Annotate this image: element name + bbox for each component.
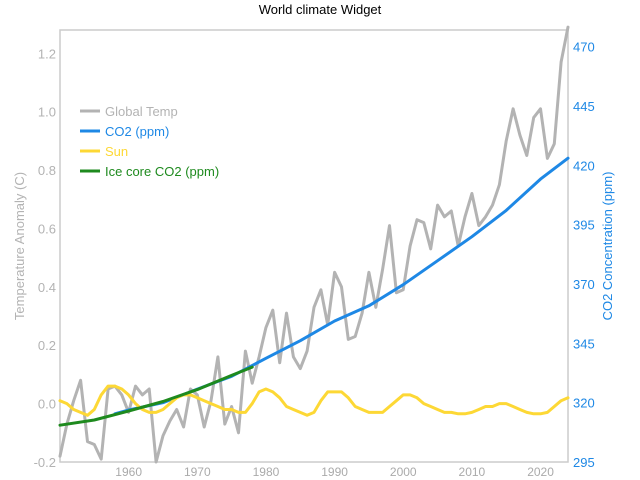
y-tick-label-left: 1.0: [38, 105, 56, 120]
series-line-global-temp: [58, 25, 570, 464]
series-line-sun: [58, 384, 570, 417]
y-tick-label-left: 0.0: [38, 397, 56, 412]
legend-label-co2-ppm: CO2 (ppm): [105, 124, 169, 139]
y-tick-label-left: 0.8: [38, 163, 56, 178]
x-tick-label: 2000: [390, 465, 417, 479]
y-tick-label-right: 370: [573, 277, 595, 292]
y-tick-label-right: 445: [573, 99, 595, 114]
x-tick-label: 1980: [253, 465, 280, 479]
y-tick-label-left: -0.2: [34, 455, 56, 470]
x-tick-label: 1970: [184, 465, 211, 479]
y-tick-label-right: 470: [573, 40, 595, 55]
legend: Global Temp CO2 (ppm) Sun Ice core CO2 (ppm…: [80, 104, 219, 179]
series-line-ice-core-co2-ppm: [58, 365, 254, 427]
x-tick-label: 2020: [527, 465, 554, 479]
y-tick-label-left: 0.4: [38, 280, 56, 295]
y-axis-label-left: Temperature Anomaly (C): [12, 172, 27, 320]
series-lines: [58, 25, 570, 464]
y-tick-label-right: 395: [573, 218, 595, 233]
legend-label-sun: Sun: [105, 144, 128, 159]
chart-title: World climate Widget: [258, 2, 382, 17]
axis-ticks: 1960 1970 1980 1990 2000 2010 2020 -0.2 0.0 0.2 0.…: [34, 40, 595, 479]
legend-label-global-temp: Global Temp: [105, 104, 178, 119]
x-tick-label: 1990: [321, 465, 348, 479]
y-tick-label-right: 320: [573, 396, 595, 411]
x-tick-label: 1960: [115, 465, 142, 479]
y-tick-label-left: 1.2: [38, 46, 56, 61]
y-tick-label-right: 295: [573, 455, 595, 470]
y-tick-label-right: 345: [573, 336, 595, 351]
y-tick-label-left: 0.2: [38, 338, 56, 353]
legend-label-ice-core-co2-ppm: Ice core CO2 (ppm): [105, 164, 219, 179]
y-axis-label-right: CO2 Concentration (ppm): [600, 172, 615, 321]
plot-frame: [59, 29, 569, 463]
y-tick-label-left: 0.6: [38, 221, 56, 236]
x-tick-label: 2010: [459, 465, 486, 479]
y-tick-label-right: 420: [573, 158, 595, 173]
